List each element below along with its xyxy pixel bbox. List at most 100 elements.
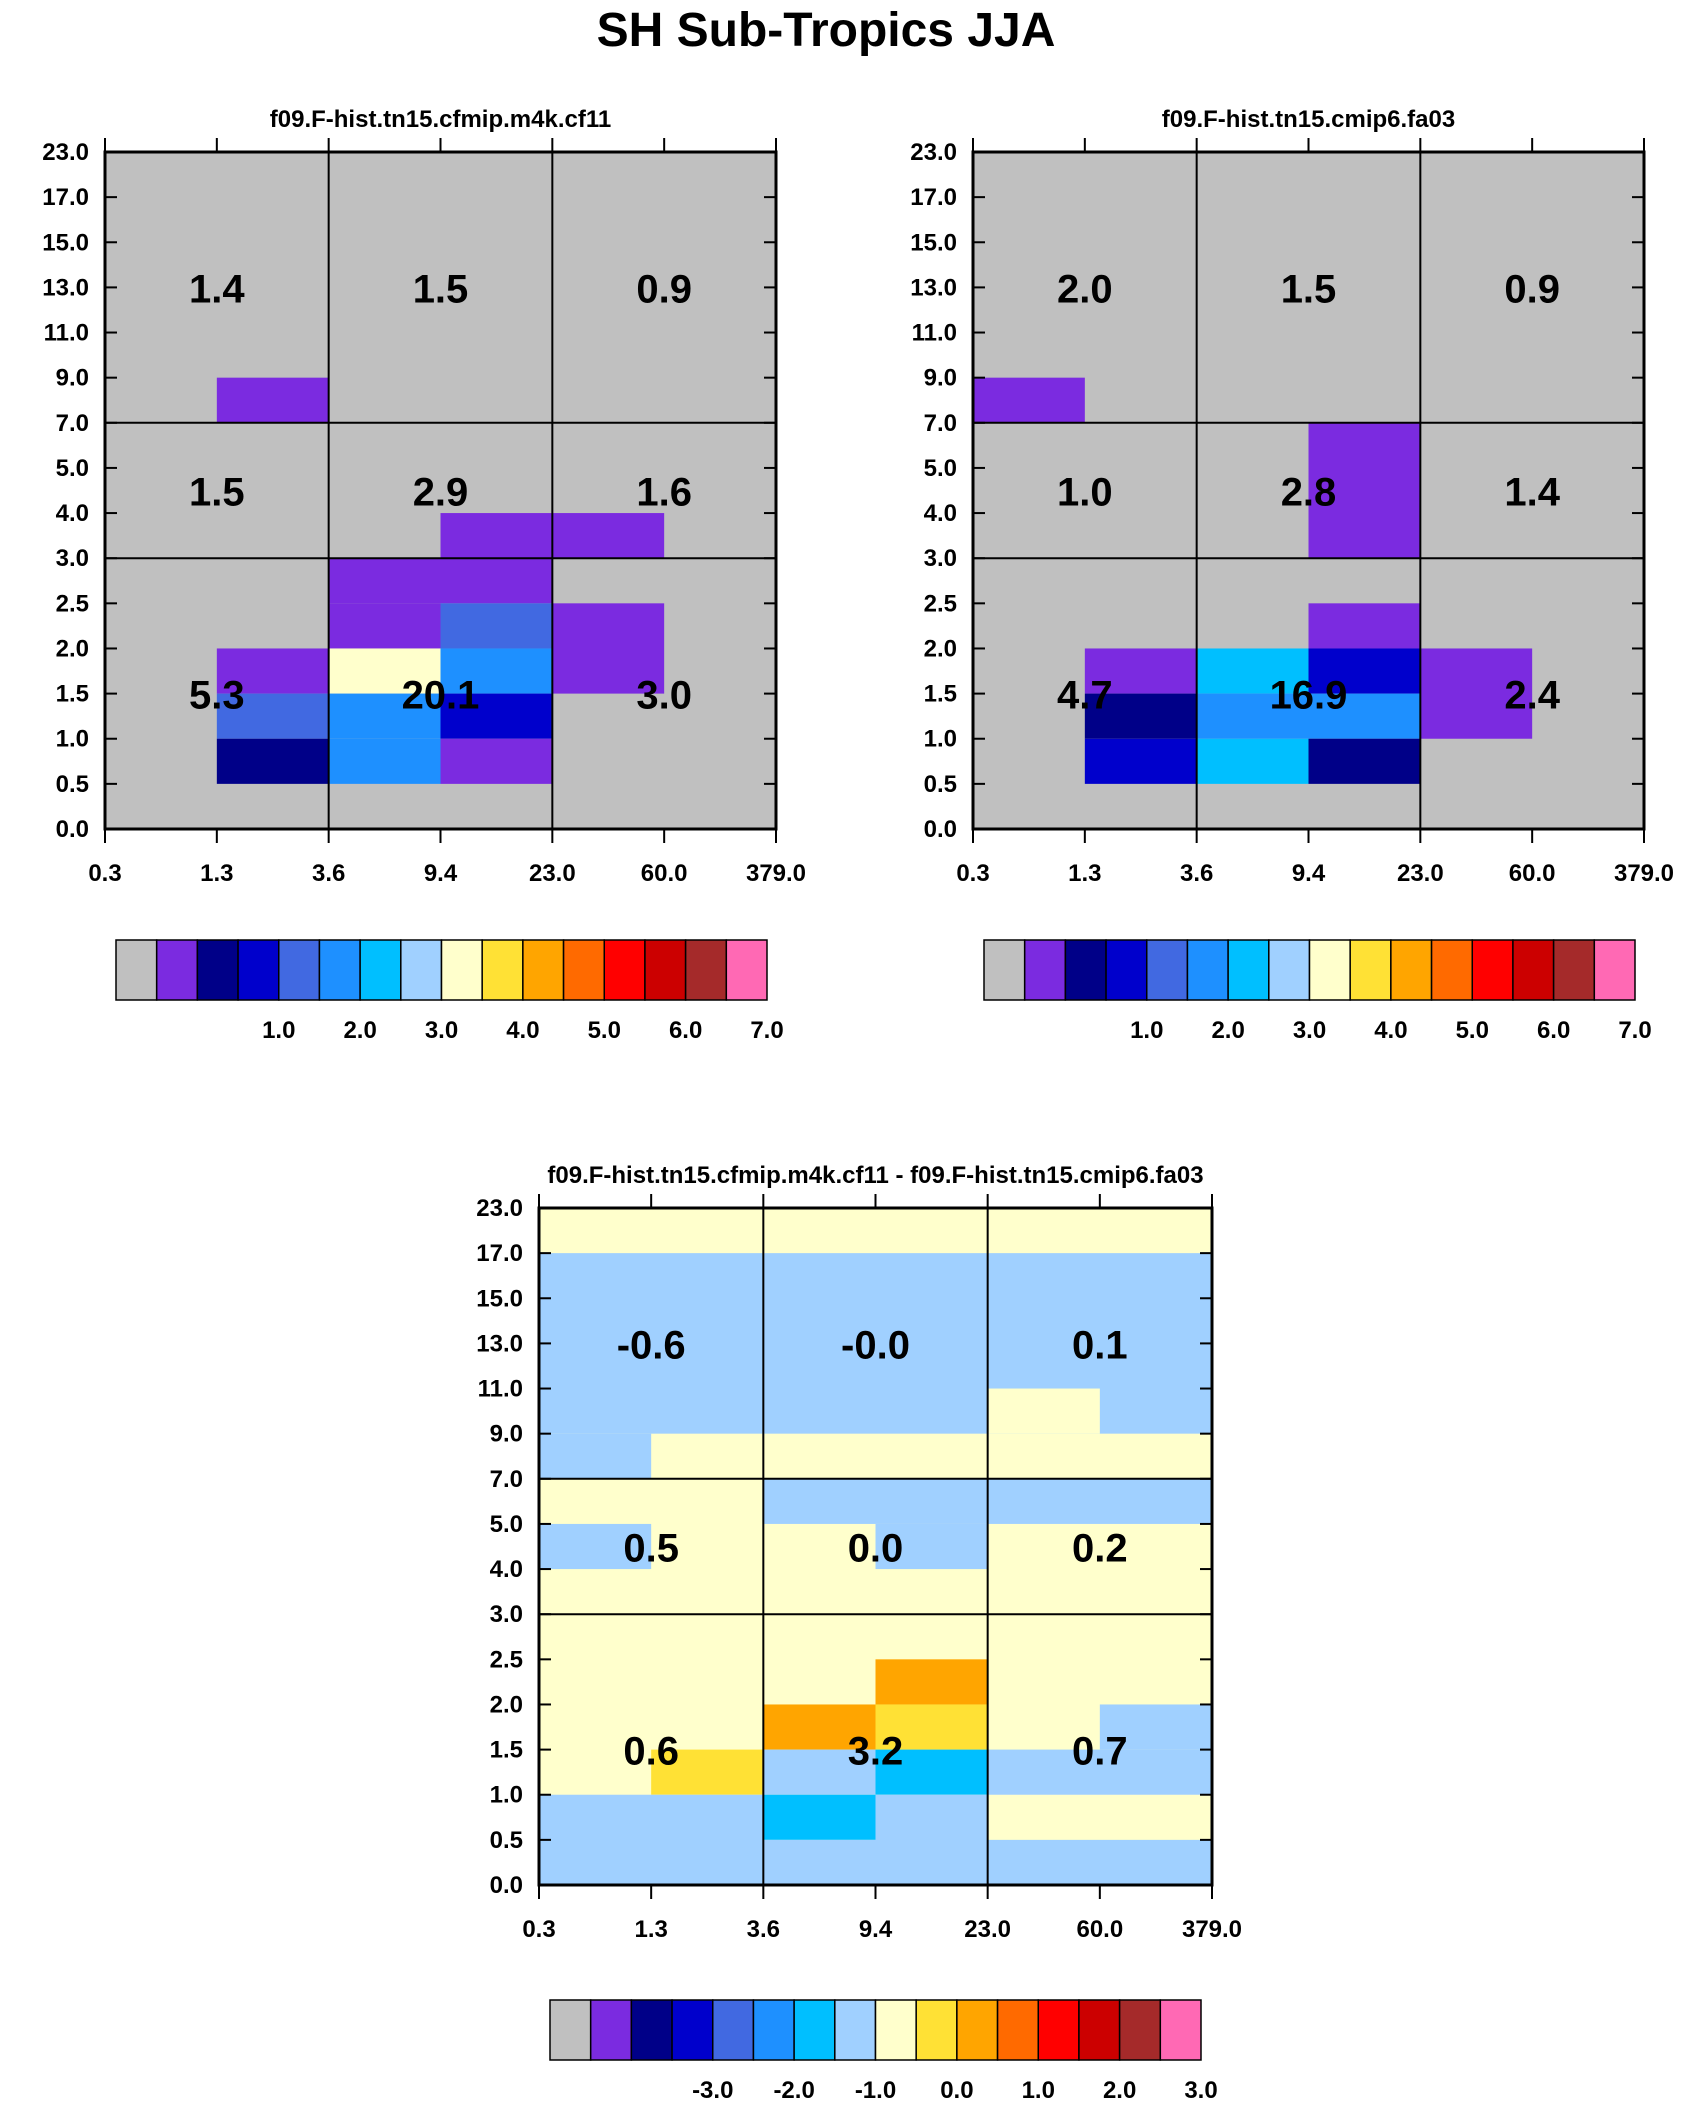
figure-title: SH Sub-Tropics JJA bbox=[597, 4, 1056, 57]
colorbar-swatch bbox=[752, 1999, 795, 2061]
heatmap-cell bbox=[1308, 648, 1421, 694]
y-tick-label: 23.0 bbox=[476, 1195, 523, 1222]
colorbar-label: -2.0 bbox=[773, 2077, 814, 2104]
heatmap-cell bbox=[328, 693, 441, 739]
colorbar-swatch bbox=[589, 1999, 633, 2061]
heatmap-cell bbox=[651, 1749, 764, 1795]
cell-value-label: 1.5 bbox=[189, 471, 245, 515]
y-tick-label: 17.0 bbox=[476, 1240, 523, 1267]
y-tick-label: 1.5 bbox=[924, 681, 957, 708]
x-tick-label: 60.0 bbox=[1509, 860, 1556, 887]
heatmap-cell bbox=[1196, 738, 1309, 784]
heatmap-cell bbox=[1084, 738, 1197, 784]
y-tick-label: 5.0 bbox=[490, 1511, 523, 1538]
y-tick-label: 9.0 bbox=[924, 365, 957, 392]
colorbar-swatch bbox=[1186, 939, 1229, 1001]
x-tick-label: 379.0 bbox=[1182, 1916, 1242, 1943]
colorbar-label: 5.0 bbox=[588, 1017, 621, 1044]
cell-value-label: 2.0 bbox=[1057, 267, 1113, 311]
heatmap-cell bbox=[987, 1388, 1100, 1434]
x-tick-label: 9.4 bbox=[1292, 860, 1326, 887]
colorbar-swatch bbox=[318, 939, 361, 1001]
cell-value-label: 1.5 bbox=[1281, 267, 1337, 311]
colorbar-label: -1.0 bbox=[855, 2077, 896, 2104]
colorbar-swatch bbox=[603, 939, 646, 1001]
cell-value-label: 20.1 bbox=[402, 674, 480, 718]
heatmap-cell bbox=[875, 1523, 988, 1570]
cell-value-label: 1.4 bbox=[1504, 471, 1560, 515]
colorbar-swatch bbox=[1037, 1999, 1080, 2061]
heatmap-cell bbox=[1420, 648, 1533, 739]
y-tick-label: 11.0 bbox=[44, 320, 89, 347]
colorbar-label: 1.0 bbox=[1022, 2077, 1055, 2104]
heatmap-cell bbox=[763, 1749, 876, 1795]
x-tick-label: 9.4 bbox=[859, 1916, 893, 1943]
colorbar-swatch bbox=[1159, 1999, 1202, 2061]
heatmap-cell bbox=[1099, 1704, 1212, 1750]
colorbar-label: 2.0 bbox=[1103, 2077, 1136, 2104]
x-tick-label: 1.3 bbox=[200, 860, 233, 887]
colorbar-swatch bbox=[359, 939, 402, 1001]
colorbar-swatch bbox=[481, 939, 524, 1001]
colorbar-label: 6.0 bbox=[669, 1017, 702, 1044]
cell-value-label: 1.5 bbox=[413, 267, 469, 311]
colorbar-label: 3.0 bbox=[1293, 1017, 1326, 1044]
heatmap-cell bbox=[440, 603, 553, 649]
cell-value-label: 2.9 bbox=[413, 471, 469, 515]
colorbar-swatch bbox=[155, 939, 199, 1001]
y-tick-label: 5.0 bbox=[56, 455, 89, 482]
colorbar-swatch bbox=[983, 939, 1026, 1001]
y-tick-label: 4.0 bbox=[490, 1556, 523, 1583]
y-tick-label: 17.0 bbox=[910, 184, 957, 211]
y-tick-label: 3.0 bbox=[924, 545, 957, 572]
panel-title: f09.F-hist.tn15.cfmip.m4k.cf11 - f09.F-h… bbox=[547, 1162, 1203, 1189]
y-tick-label: 0.5 bbox=[924, 771, 957, 798]
heatmap-cell bbox=[1308, 603, 1421, 649]
heatmap-cell bbox=[763, 1704, 876, 1750]
heatmap-cell bbox=[328, 603, 441, 649]
y-tick-label: 2.5 bbox=[490, 1646, 523, 1673]
y-tick-label: 7.0 bbox=[490, 1466, 523, 1493]
colorbar-swatch bbox=[549, 1999, 592, 2061]
x-tick-label: 23.0 bbox=[1397, 860, 1444, 887]
colorbar-label: -3.0 bbox=[692, 2077, 733, 2104]
chart-panel-2: 0.0 0.5 1.0 1.5 2.0 2.5 3.0 4.0 5.0 7.0 9.0 11.0 13.… bbox=[910, 106, 1674, 1044]
colorbar-swatch bbox=[793, 1999, 836, 2061]
y-tick-label: 23.0 bbox=[910, 139, 957, 166]
colorbar-swatch bbox=[196, 939, 239, 1001]
colorbar-swatch bbox=[1471, 939, 1514, 1001]
y-tick-label: 7.0 bbox=[56, 410, 89, 437]
cell-value-label: 0.9 bbox=[636, 267, 692, 311]
heatmap-cell bbox=[216, 648, 329, 694]
colorbar-swatch bbox=[671, 1999, 714, 2061]
colorbar-swatch bbox=[115, 939, 158, 1001]
heatmap-cell bbox=[440, 693, 553, 739]
colorbar-swatch bbox=[440, 939, 483, 1001]
cell-value-label: 1.0 bbox=[1057, 471, 1113, 515]
cell-value-label: 2.8 bbox=[1281, 471, 1337, 515]
colorbar-swatch bbox=[834, 1999, 877, 2061]
heatmap-cell bbox=[987, 1839, 1212, 1885]
heatmap-cell bbox=[1196, 648, 1309, 694]
heatmap-cell bbox=[1308, 738, 1421, 784]
y-tick-label: 3.0 bbox=[490, 1601, 523, 1628]
y-tick-label: 11.0 bbox=[478, 1376, 523, 1403]
cell-value-label: 0.1 bbox=[1072, 1323, 1128, 1367]
heatmap-cell bbox=[328, 558, 553, 604]
y-tick-label: 7.0 bbox=[924, 410, 957, 437]
cell-value-label: 5.3 bbox=[189, 674, 245, 718]
heatmap-cell bbox=[875, 1704, 988, 1750]
x-tick-label: 3.6 bbox=[747, 1916, 780, 1943]
cell-value-label: 3.2 bbox=[848, 1730, 904, 1774]
colorbar-label: 3.0 bbox=[425, 1017, 458, 1044]
x-tick-label: 9.4 bbox=[424, 860, 458, 887]
colorbar-swatch bbox=[278, 939, 321, 1001]
heatmap-cell bbox=[440, 648, 553, 694]
x-tick-label: 3.6 bbox=[312, 860, 345, 887]
heatmap-cell bbox=[539, 1794, 764, 1885]
y-tick-label: 11.0 bbox=[912, 320, 957, 347]
y-tick-label: 2.0 bbox=[924, 635, 957, 662]
x-tick-label: 60.0 bbox=[1076, 1916, 1123, 1943]
cell-value-label: -0.6 bbox=[617, 1323, 686, 1367]
